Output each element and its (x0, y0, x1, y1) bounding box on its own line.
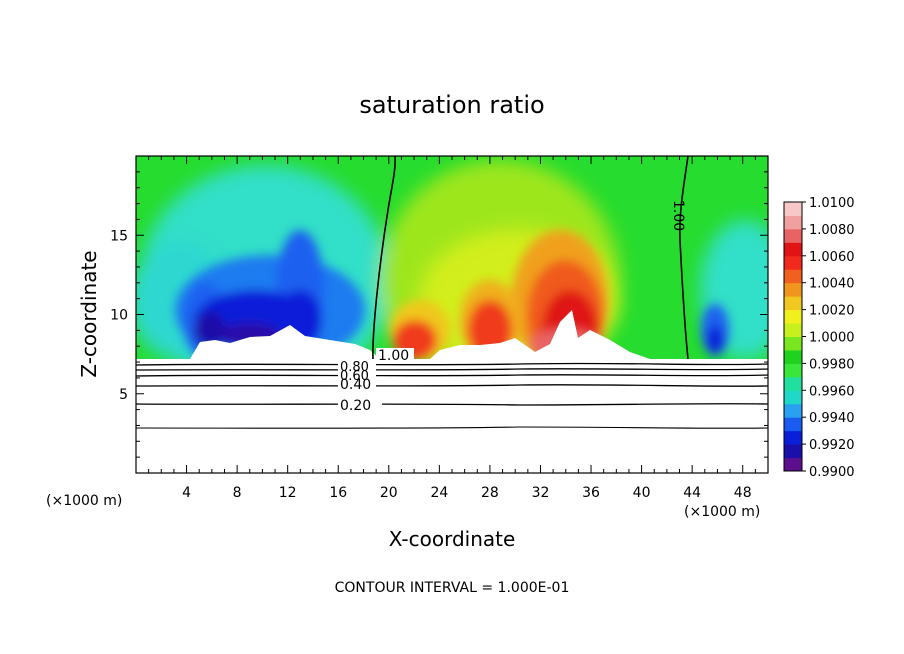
contour-label: 0.80 (340, 360, 369, 375)
colorbar-swatch (784, 309, 802, 324)
x-tick-label: 20 (380, 485, 398, 501)
colorbar-swatch (784, 202, 802, 216)
colorbar-swatch (784, 376, 802, 391)
x-tick-label: 48 (734, 485, 752, 501)
y-axis: 5 10 15 (110, 171, 768, 458)
chart-title: saturation ratio (359, 91, 544, 119)
contour-line-060 (135, 374, 769, 377)
y-tick-label: 15 (110, 228, 128, 244)
contour-line-east (679, 156, 689, 359)
colorbar-tick-label: 0.9920 (809, 438, 855, 453)
contour-line-070 (135, 368, 769, 371)
x-tick-label: 16 (329, 485, 347, 501)
colorbar-swatch (784, 390, 802, 405)
colorbar-tick-label: 1.0100 (809, 196, 855, 211)
contour-line-west (372, 156, 396, 359)
colorbar-tick-label: 1.0000 (809, 331, 855, 346)
colorbar-swatch (784, 403, 802, 418)
x-tick-label: 4 (182, 485, 191, 501)
colorbar-swatch (784, 215, 802, 230)
colorbar-swatch (784, 228, 802, 243)
colorbar-swatch (784, 242, 802, 257)
colorbar-swatch (784, 444, 802, 459)
x-tick-label: 44 (683, 485, 701, 501)
colorbar-tick-label: 1.0080 (809, 223, 855, 238)
colorbar-tick-label: 0.9900 (809, 465, 855, 480)
contour-line-080 (135, 362, 769, 366)
colorbar-swatch (784, 282, 802, 297)
x-unit-label-right: (×1000 m) (684, 504, 760, 520)
colorbar-tick-label: 0.9980 (809, 357, 855, 372)
x-unit-label-left: (×1000 m) (46, 493, 122, 509)
lower-contours (135, 359, 769, 473)
colorbar-swatch (784, 336, 802, 351)
contour-interval-note: CONTOUR INTERVAL = 1.000E-01 (335, 580, 570, 596)
colorbar-swatch (784, 269, 802, 284)
colorbar-swatch (784, 430, 802, 445)
x-tick-label: 32 (532, 485, 550, 501)
x-axis: 4 8 12 16 20 24 28 32 36 40 44 48 (148, 156, 756, 501)
contour-line-020 (135, 403, 769, 406)
x-tick-label: 28 (481, 485, 499, 501)
colorbar-swatch (784, 323, 802, 337)
colorbar-swatch (784, 417, 802, 432)
y-tick-label: 5 (119, 387, 128, 403)
colorbar-swatch (784, 255, 802, 270)
contour-label: 1.00 (378, 348, 409, 364)
x-tick-label: 36 (582, 485, 600, 501)
colorbar-tick-label: 1.0040 (809, 277, 855, 292)
colorbar-tick-label: 0.9940 (809, 411, 855, 426)
x-tick-label: 24 (430, 485, 448, 501)
colorbar: 0.9900 0.9920 0.9940 0.9960 0.9980 1.0000 1.00… (783, 196, 855, 480)
colorbar-swatch (784, 457, 802, 472)
contour-label: 0.20 (340, 398, 371, 414)
contour-label: 0.60 (340, 369, 369, 384)
x-axis-label: X-coordinate (389, 527, 516, 551)
y-axis-label: Z-coordinate (77, 250, 101, 377)
colorbar-tick-label: 0.9960 (809, 384, 855, 399)
contour-line-040 (135, 384, 769, 387)
colorbar-swatch (784, 296, 802, 311)
colorbar-swatch (784, 349, 802, 364)
x-tick-label: 12 (279, 485, 297, 501)
y-tick-label: 10 (110, 308, 128, 324)
contour-label: 1.00 (670, 200, 686, 231)
colorbar-tick-label: 1.0020 (809, 304, 855, 319)
colorbar-tick-label: 1.0060 (809, 250, 855, 265)
heatmap-field (136, 156, 768, 359)
x-tick-label: 40 (633, 485, 651, 501)
contour-line-000 (135, 426, 769, 429)
contour-label: 0.40 (340, 377, 371, 393)
contour-labels: 1.00 1.00 0.80 0.60 0.40 0.20 (338, 200, 686, 414)
colorbar-swatch (784, 363, 802, 378)
x-tick-label: 8 (233, 485, 242, 501)
